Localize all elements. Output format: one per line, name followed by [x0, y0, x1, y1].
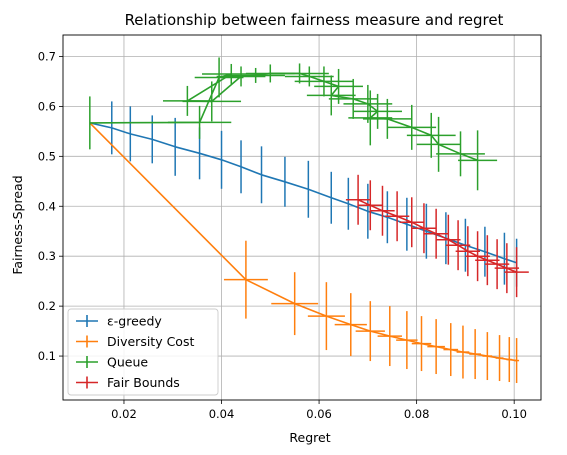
- legend-item: ε-greedy: [76, 314, 162, 329]
- legend-item: Diversity Cost: [76, 334, 194, 349]
- legend-label: ε-greedy: [107, 314, 162, 329]
- series-line: [89, 122, 517, 264]
- series-3: [345, 174, 529, 298]
- legend-item: Fair Bounds: [76, 375, 180, 390]
- legend-label: Fair Bounds: [107, 375, 180, 390]
- series-line: [357, 199, 517, 273]
- x-tick-label: 0.06: [306, 407, 332, 421]
- y-tick-label: 0.4: [38, 199, 56, 213]
- series-0: [89, 101, 518, 287]
- y-tick-label: 0.3: [38, 249, 56, 263]
- series-line: [89, 72, 478, 162]
- series-layer: [89, 57, 529, 384]
- y-tick-label: 0.6: [38, 99, 56, 113]
- y-tick-label: 0.1: [38, 349, 56, 363]
- plot-frame: [62, 34, 542, 401]
- series-2: [89, 57, 498, 191]
- x-tick-label: 0.10: [501, 407, 527, 421]
- x-tick-label: 0.04: [209, 407, 235, 421]
- x-tick-label: 0.08: [404, 407, 430, 421]
- chart-title: Relationship between fairness measure an…: [125, 11, 504, 29]
- legend-box: [67, 308, 219, 396]
- series-line: [89, 122, 517, 362]
- axis-ticks: 0.02 0.04 0.06 0.08 0.10 0.1 0.2 0.3 0.4 0.5 0.6 0.…: [38, 49, 527, 421]
- legend: ε-greedy Diversity Cost Queue Fair Bounds: [67, 308, 219, 396]
- series-1: [89, 122, 520, 384]
- legend-label: Queue: [107, 355, 148, 370]
- x-tick-label: 0.02: [111, 407, 137, 421]
- y-axis-label: Fairness-Spread: [10, 175, 25, 274]
- y-tick-label: 0.5: [38, 149, 56, 163]
- legend-item: Queue: [76, 355, 148, 370]
- y-tick-label: 0.2: [38, 299, 56, 313]
- y-tick-label: 0.7: [38, 49, 56, 63]
- legend-label: Diversity Cost: [107, 334, 194, 349]
- x-axis-label: Regret: [289, 430, 330, 445]
